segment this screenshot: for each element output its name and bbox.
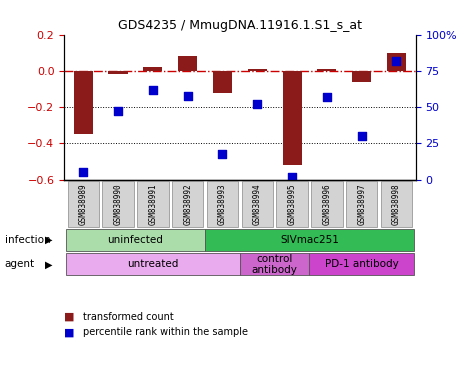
Text: ■: ■: [64, 327, 75, 337]
Text: GSM838995: GSM838995: [287, 183, 296, 225]
Bar: [66, 229, 205, 251]
Text: GSM838990: GSM838990: [114, 183, 123, 225]
Text: untreated: untreated: [127, 259, 179, 270]
Bar: [352, 71, 371, 82]
Bar: [247, 69, 267, 71]
Bar: [381, 181, 412, 227]
Point: [114, 108, 122, 114]
Text: infection: infection: [5, 235, 50, 245]
Bar: [346, 181, 377, 227]
Text: GSM838989: GSM838989: [79, 183, 88, 225]
Text: GSM838992: GSM838992: [183, 183, 192, 225]
Text: GSM838997: GSM838997: [357, 183, 366, 225]
Text: ▶: ▶: [45, 259, 53, 270]
Point: [149, 87, 157, 93]
Bar: [172, 181, 203, 227]
Text: percentile rank within the sample: percentile rank within the sample: [83, 327, 248, 337]
Bar: [387, 53, 406, 71]
Title: GDS4235 / MmugDNA.11916.1.S1_s_at: GDS4235 / MmugDNA.11916.1.S1_s_at: [118, 19, 362, 32]
Point: [218, 151, 226, 157]
Bar: [178, 56, 197, 71]
Bar: [66, 253, 240, 275]
Bar: [213, 71, 232, 93]
Text: GSM838994: GSM838994: [253, 183, 262, 225]
Bar: [283, 71, 302, 165]
Point: [254, 101, 261, 107]
Text: control
antibody: control antibody: [252, 253, 298, 275]
Text: SIVmac251: SIVmac251: [280, 235, 339, 245]
Bar: [108, 71, 128, 74]
Text: GSM838993: GSM838993: [218, 183, 227, 225]
Text: GSM838998: GSM838998: [392, 183, 401, 225]
Bar: [276, 181, 308, 227]
Text: agent: agent: [5, 259, 35, 270]
Text: ▶: ▶: [45, 235, 53, 245]
Bar: [103, 181, 134, 227]
Bar: [143, 67, 162, 71]
Point: [393, 58, 400, 64]
Bar: [205, 229, 414, 251]
Bar: [240, 253, 310, 275]
Bar: [311, 181, 342, 227]
Text: ■: ■: [64, 312, 75, 322]
Text: transformed count: transformed count: [83, 312, 174, 322]
Bar: [242, 181, 273, 227]
Bar: [137, 181, 169, 227]
Text: GSM838991: GSM838991: [148, 183, 157, 225]
Bar: [317, 69, 336, 71]
Point: [323, 94, 331, 100]
Bar: [74, 71, 93, 134]
Bar: [207, 181, 238, 227]
Point: [79, 169, 87, 175]
Text: uninfected: uninfected: [107, 235, 163, 245]
Bar: [310, 253, 414, 275]
Point: [288, 174, 296, 180]
Point: [184, 93, 191, 99]
Text: PD-1 antibody: PD-1 antibody: [325, 259, 399, 270]
Bar: [67, 181, 99, 227]
Point: [358, 133, 365, 139]
Text: GSM838996: GSM838996: [323, 183, 332, 225]
